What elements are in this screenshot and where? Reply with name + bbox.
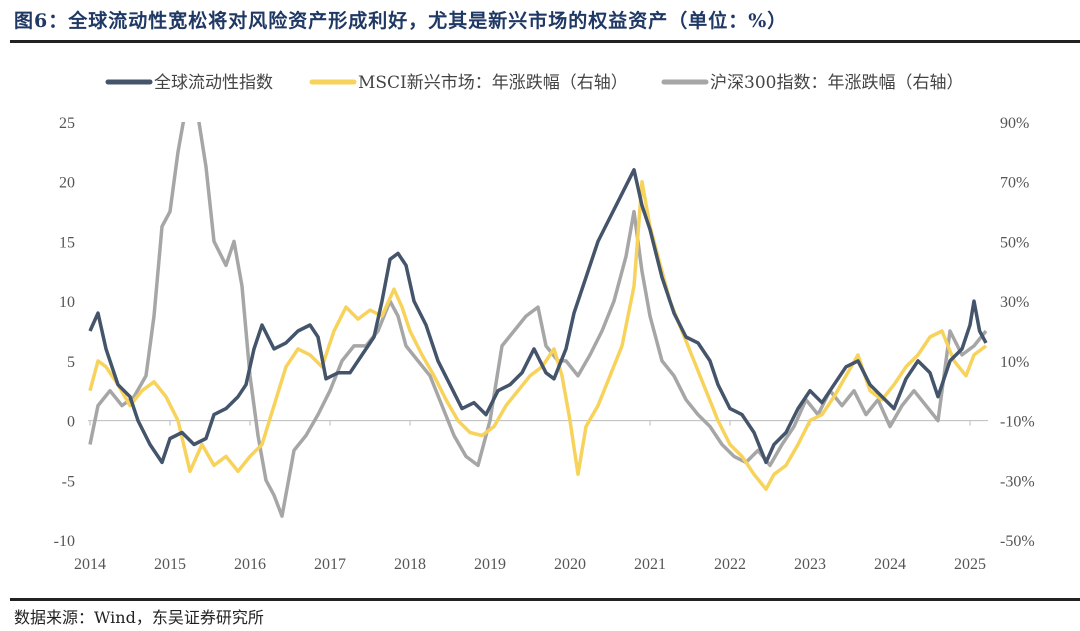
x-tick-label: 2016 bbox=[234, 556, 266, 573]
x-tick-label: 2023 bbox=[794, 556, 826, 573]
series-line-1 bbox=[88, 179, 988, 491]
right-tick-label: 10% bbox=[1000, 354, 1029, 371]
right-tick-label: -30% bbox=[1000, 473, 1035, 490]
right-tick-label: -50% bbox=[1000, 533, 1035, 550]
series-line-0 bbox=[88, 168, 988, 465]
x-tick-label: 2018 bbox=[394, 556, 426, 573]
legend-label-2: 沪深300指数：年涨跌幅（右轴） bbox=[710, 73, 963, 93]
left-tick-label: -5 bbox=[62, 473, 75, 490]
right-tick-label: 30% bbox=[1000, 294, 1029, 311]
right-tick-label: -10% bbox=[1000, 414, 1035, 431]
footer-divider bbox=[10, 598, 1080, 601]
left-tick-label: -10 bbox=[54, 533, 75, 550]
right-tick-label: 50% bbox=[1000, 234, 1029, 251]
legend-label-0: 全球流动性指数 bbox=[154, 73, 273, 93]
chart-title: 图6：全球流动性宽松将对风险资产形成利好，尤其是新兴市场的权益资产（单位：%） bbox=[14, 10, 788, 32]
series-line-2 bbox=[88, 122, 988, 518]
left-tick-label: 25 bbox=[59, 115, 75, 132]
left-tick-label: 5 bbox=[67, 354, 75, 371]
x-tick-label: 2021 bbox=[634, 556, 666, 573]
x-tick-label: 2020 bbox=[554, 556, 586, 573]
x-tick-label: 2019 bbox=[474, 556, 506, 573]
x-tick-label: 2024 bbox=[874, 556, 906, 573]
left-tick-label: 0 bbox=[67, 414, 75, 431]
source-note: 数据来源：Wind，东吴证券研究所 bbox=[14, 608, 264, 627]
left-tick-label: 10 bbox=[59, 294, 75, 311]
x-tick-label: 2014 bbox=[74, 556, 106, 573]
x-tick-label: 2022 bbox=[714, 556, 746, 573]
title-divider bbox=[10, 40, 1080, 43]
left-tick-label: 20 bbox=[59, 175, 75, 192]
right-tick-label: 90% bbox=[1000, 115, 1029, 132]
x-tick-label: 2015 bbox=[154, 556, 186, 573]
x-tick-label: 2017 bbox=[314, 556, 346, 573]
left-tick-label: 15 bbox=[59, 234, 75, 251]
legend-label-1: MSCI新兴市场：年涨跌幅（右轴） bbox=[358, 73, 628, 93]
x-tick-label: 2025 bbox=[954, 556, 986, 573]
right-tick-label: 70% bbox=[1000, 175, 1029, 192]
